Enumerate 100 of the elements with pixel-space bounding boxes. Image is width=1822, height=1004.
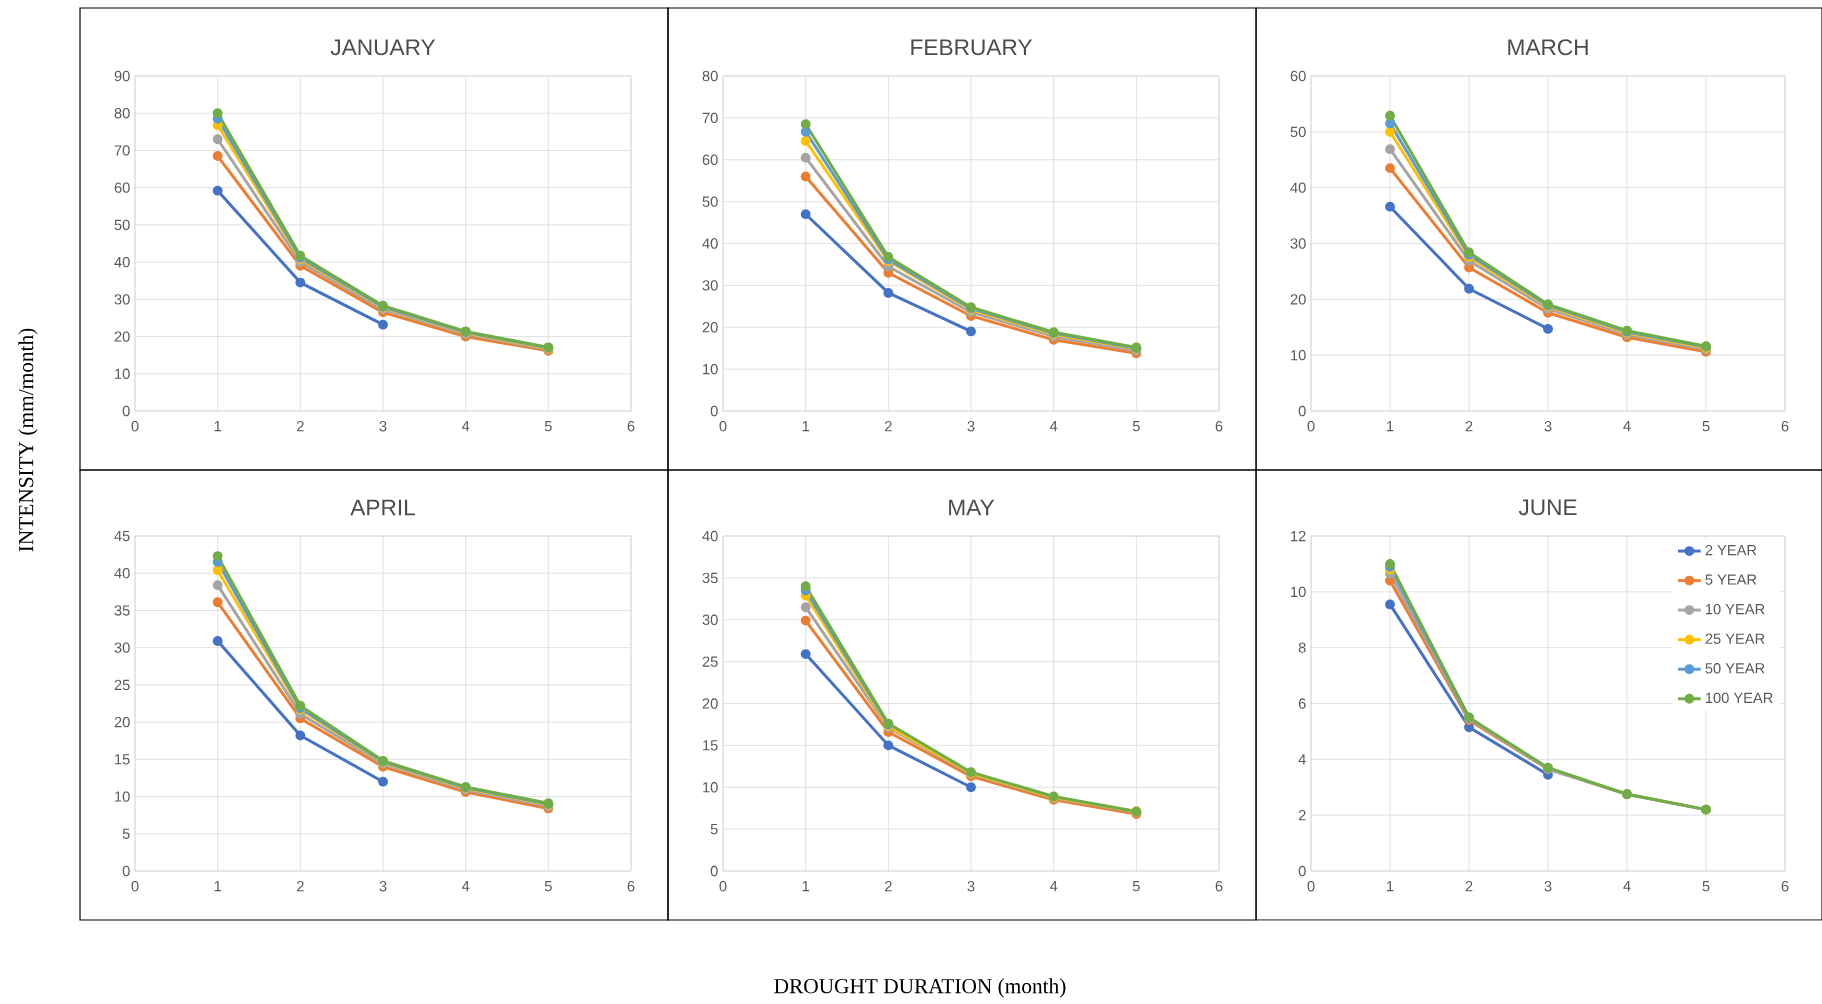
x-tick-label: 3 [967, 881, 975, 892]
y-tick-label: 15 [703, 740, 718, 751]
y-tick-label: 5 [710, 824, 718, 835]
y-axis-title: INTENSITY (mm/month) [18, 328, 38, 552]
x-tick-label: 5 [544, 421, 552, 432]
x-tick-label: 0 [131, 421, 139, 432]
x-tick-label: 1 [214, 421, 222, 432]
legend-label: 50 YEAR [1705, 663, 1765, 674]
x-tick-label: 6 [1781, 421, 1789, 432]
y-tick-label: 0 [710, 405, 718, 417]
y-tick-label: 15 [115, 754, 130, 765]
y-tick-label: 20 [114, 716, 130, 728]
x-tick-label: 4 [1623, 881, 1631, 892]
y-tick-label: 10 [1291, 350, 1306, 361]
y-tick-label: 10 [703, 363, 718, 375]
x-tick-label: 4 [461, 881, 470, 892]
x-tick-label: 1 [1387, 421, 1394, 432]
x-tick-label: 4 [1049, 881, 1058, 892]
x-tick-label: 1 [1387, 881, 1394, 892]
legend-label: 5 YEAR [1705, 574, 1757, 585]
y-tick-label: 0 [1298, 405, 1306, 417]
y-tick-label: 2 [1298, 810, 1306, 821]
y-tick-label: 40 [114, 256, 130, 268]
legend-label: 25 YEAR [1705, 633, 1765, 644]
x-tick-label: 5 [1702, 421, 1710, 432]
y-tick-label: 20 [702, 322, 718, 333]
chart-title: MARCH [1508, 39, 1588, 56]
y-tick-label: 80 [702, 70, 718, 82]
y-tick-label: 70 [702, 112, 718, 124]
x-tick-label: 3 [379, 421, 387, 432]
y-tick-label: 25 [702, 656, 718, 667]
x-tick-label: 6 [1215, 421, 1223, 432]
y-tick-label: 50 [114, 219, 130, 231]
x-axis-title: DROUGHT DURATION (month) [774, 978, 1066, 998]
x-tick-label: 1 [802, 421, 810, 432]
y-tick-label: 35 [702, 572, 718, 584]
y-tick-label: 40 [1290, 182, 1306, 193]
x-tick-label: 1 [214, 881, 222, 892]
y-tick-label: 0 [1298, 865, 1306, 877]
x-tick-label: 0 [719, 881, 727, 892]
x-tick-label: 2 [885, 421, 892, 432]
x-tick-label: 4 [461, 421, 470, 432]
y-tick-label: 8 [1298, 642, 1306, 653]
x-tick-label: 2 [297, 421, 304, 432]
y-tick-label: 10 [115, 368, 130, 379]
y-tick-label: 40 [114, 568, 130, 579]
y-tick-label: 70 [114, 145, 130, 156]
x-tick-label: 1 [802, 881, 810, 892]
x-tick-label: 2 [1465, 421, 1473, 432]
y-tick-label: 30 [1290, 238, 1306, 249]
y-tick-label: 10 [115, 791, 130, 802]
x-tick-label: 0 [131, 881, 139, 892]
y-tick-label: 0 [122, 865, 130, 877]
y-tick-label: 5 [122, 828, 130, 839]
y-tick-label: 12 [1291, 530, 1306, 542]
y-tick-label: 40 [702, 238, 718, 249]
y-tick-label: 10 [703, 782, 718, 793]
chart-title: JUNE [1518, 499, 1577, 516]
chart-title: MAY [949, 499, 995, 516]
y-tick-label: 30 [702, 614, 718, 625]
y-tick-label: 30 [114, 294, 130, 305]
x-tick-label: 5 [1132, 881, 1140, 892]
y-tick-label: 60 [114, 182, 130, 193]
x-tick-label: 2 [885, 881, 892, 892]
x-tick-label: 3 [1544, 881, 1552, 892]
chart-title: JANUARY [330, 39, 436, 56]
y-tick-label: 35 [114, 605, 130, 616]
x-tick-label: 2 [1465, 881, 1473, 892]
y-tick-label: 50 [702, 196, 718, 207]
x-tick-label: 6 [1781, 881, 1789, 892]
y-tick-label: 20 [1290, 294, 1306, 305]
y-tick-label: 30 [702, 280, 718, 291]
x-tick-label: 3 [1544, 421, 1552, 432]
x-tick-label: 5 [544, 881, 552, 892]
legend-label: 10 YEAR [1705, 603, 1765, 615]
x-tick-label: 6 [627, 421, 635, 432]
y-tick-label: 20 [114, 331, 130, 342]
x-tick-label: 6 [627, 881, 635, 892]
y-tick-label: 6 [1298, 698, 1306, 709]
y-tick-label: 80 [114, 108, 130, 119]
x-tick-label: 4 [1623, 421, 1631, 432]
y-tick-label: 90 [114, 70, 130, 82]
y-tick-label: 4 [1298, 754, 1306, 765]
x-tick-label: 3 [379, 881, 387, 892]
legend-label: 2 YEAR [1705, 544, 1757, 556]
x-tick-label: 5 [1132, 421, 1140, 432]
legend-label: 100 YEAR [1705, 692, 1773, 704]
y-tick-label: 50 [1290, 126, 1306, 138]
x-tick-label: 5 [1702, 881, 1710, 892]
x-tick-label: 6 [1215, 881, 1223, 892]
y-tick-label: 20 [702, 698, 718, 709]
x-tick-label: 0 [1307, 421, 1315, 432]
x-tick-label: 0 [1307, 881, 1315, 892]
y-tick-label: 25 [114, 679, 130, 691]
y-tick-label: 60 [702, 154, 718, 165]
y-tick-label: 0 [710, 865, 718, 877]
y-tick-label: 45 [114, 530, 130, 542]
x-tick-label: 3 [967, 421, 975, 432]
x-tick-label: 0 [719, 421, 727, 432]
x-tick-label: 2 [297, 881, 304, 892]
